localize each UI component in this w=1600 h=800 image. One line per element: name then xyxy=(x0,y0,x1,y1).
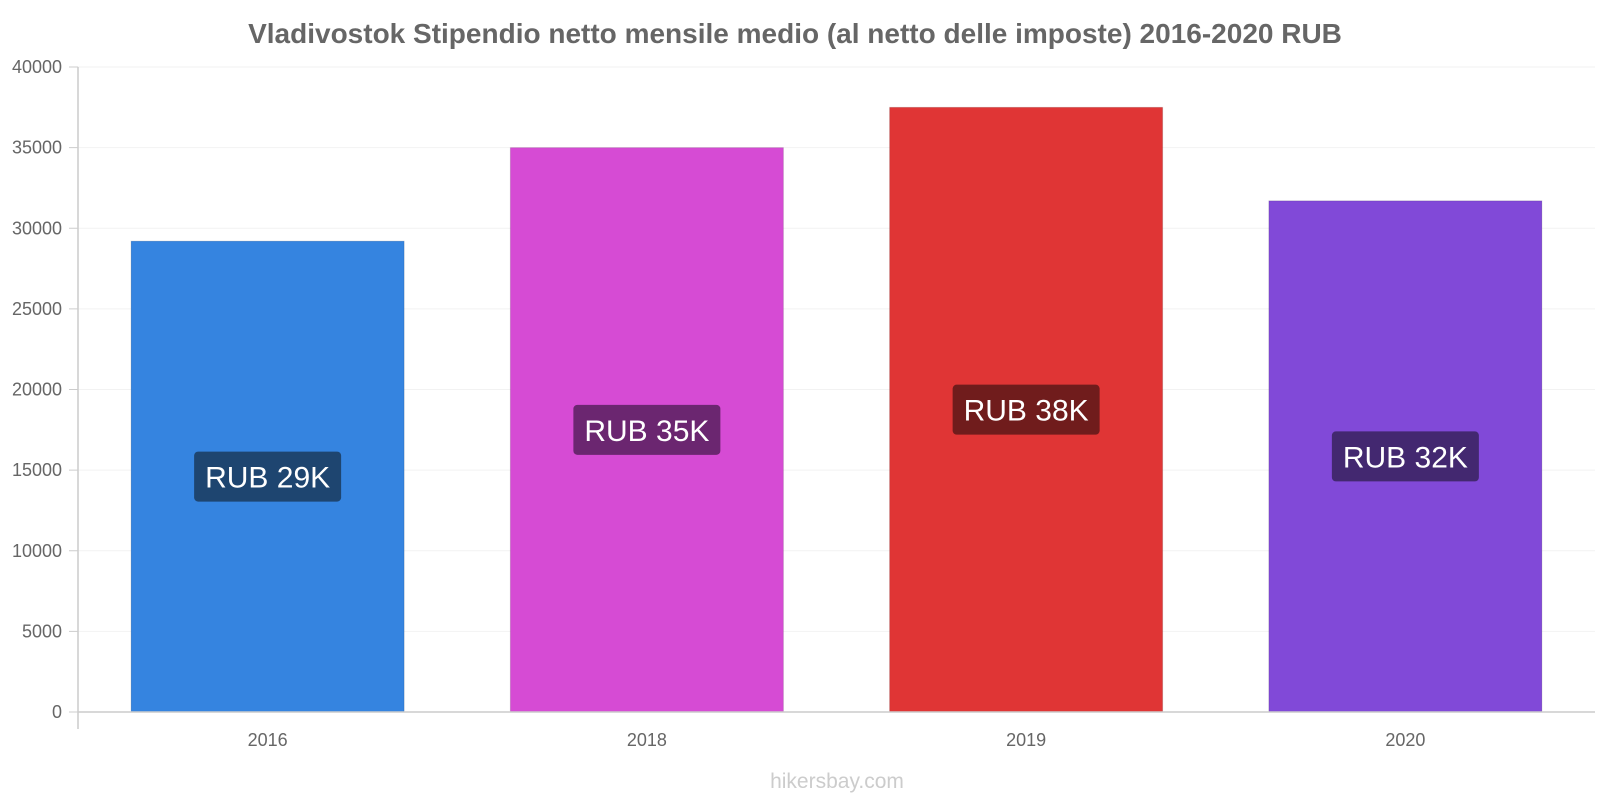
data-label-box-2018 xyxy=(573,404,721,455)
data-label-2019: RUB 38K xyxy=(964,395,1089,428)
x-tick-label-2018: 2018 xyxy=(627,730,667,750)
data-label-2018: RUB 35K xyxy=(584,415,709,448)
data-labels: RUB 29K RUB 35K RUB 38K RUB 32K xyxy=(194,384,1479,502)
y-tick-label-30000: 30000 xyxy=(12,218,62,238)
y-tick-label-10000: 10000 xyxy=(12,541,62,561)
x-tick-label-2016: 2016 xyxy=(248,730,288,750)
watermark: hikersbay.com xyxy=(770,770,904,793)
y-tick-label-35000: 35000 xyxy=(12,138,62,158)
data-label-2016: RUB 29K xyxy=(205,462,330,495)
y-tick-label-40000: 40000 xyxy=(12,57,62,77)
chart-title: Vladivostok Stipendio netto mensile medi… xyxy=(248,18,1342,49)
y-tick-label-5000: 5000 xyxy=(22,621,62,641)
data-label-2020: RUB 32K xyxy=(1343,441,1468,474)
x-tick-label-2019: 2019 xyxy=(1006,730,1046,750)
y-tick-label-25000: 25000 xyxy=(12,299,62,319)
data-label-box-2016 xyxy=(194,451,342,502)
data-label-box-2019 xyxy=(952,384,1100,435)
bars xyxy=(130,106,1543,713)
y-tick-label-20000: 20000 xyxy=(12,380,62,400)
y-tick-label-15000: 15000 xyxy=(12,460,62,480)
x-tick-label-2020: 2020 xyxy=(1385,730,1425,750)
data-label-box-2020 xyxy=(1331,431,1479,482)
axes: 0 5000 10000 15000 20000 25000 30000 35000 40000… xyxy=(12,57,1595,750)
y-tick-label-0: 0 xyxy=(52,702,62,722)
